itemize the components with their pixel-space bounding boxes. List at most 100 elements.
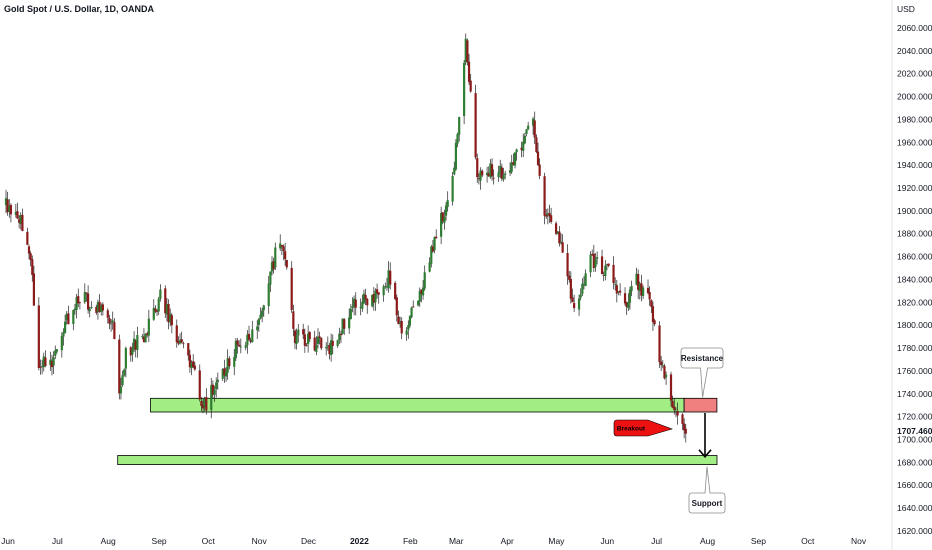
- time-tick-label: Mar: [449, 536, 464, 546]
- candle-body: [26, 231, 29, 245]
- candle-body: [612, 264, 615, 284]
- candle-body: [650, 300, 653, 307]
- candle-body: [27, 246, 31, 254]
- candle-body: [100, 305, 103, 312]
- candle-body: [49, 359, 52, 365]
- candle-body: [182, 343, 185, 345]
- candle-body: [623, 293, 627, 304]
- candle-body: [142, 336, 146, 343]
- time-axis[interactable]: Jun Jul Aug Sep Oct Nov Dec 2022 Feb Mar Apr May Jun…: [1, 536, 867, 546]
- candle-body: [246, 334, 249, 346]
- candle-body: [274, 247, 277, 268]
- candle-body: [486, 172, 489, 176]
- candle-body: [558, 231, 561, 244]
- candle-body: [642, 287, 645, 296]
- candlestick-series: [4, 33, 687, 443]
- candle-body: [111, 320, 114, 323]
- candle-body: [417, 300, 420, 306]
- price-tick-label: 1780.000: [897, 343, 932, 353]
- price-tick-label: 1680.000: [897, 457, 932, 467]
- candle-body: [467, 61, 471, 82]
- breakout-label: Breakout: [617, 426, 646, 433]
- candle-body: [177, 340, 180, 344]
- candle-body: [371, 294, 374, 307]
- candle-body: [561, 242, 564, 253]
- candle-body: [508, 170, 512, 173]
- candle-body: [73, 308, 77, 311]
- price-tick-label: 2060.000: [897, 23, 932, 33]
- candle-body: [653, 320, 656, 325]
- candle-body: [421, 287, 425, 296]
- candle-body: [244, 345, 247, 348]
- chart-title: Gold Spot / U.S. Dollar, 1D, OANDA: [4, 4, 155, 14]
- candle-body: [267, 283, 270, 307]
- candle-body: [29, 253, 32, 261]
- candle-body: [279, 243, 282, 249]
- candle-body: [500, 167, 503, 179]
- candle-body: [349, 308, 352, 320]
- candle-body: [226, 358, 229, 373]
- candle-body: [418, 291, 421, 302]
- candle-body: [221, 369, 224, 379]
- support-callout-box: [688, 466, 726, 514]
- candle-body: [223, 368, 226, 376]
- candle-body: [132, 338, 136, 350]
- candle-body: [579, 294, 582, 298]
- candle-body: [155, 310, 159, 312]
- candle-body: [428, 262, 431, 272]
- candle-body: [589, 254, 592, 273]
- candle-body: [440, 213, 443, 237]
- candle-body: [669, 374, 673, 401]
- candle-body: [131, 348, 134, 355]
- candle-body: [200, 401, 203, 406]
- candle-body: [410, 307, 413, 318]
- candle-body: [249, 340, 252, 343]
- candle-body: [318, 336, 321, 338]
- candle-body: [674, 411, 678, 412]
- candle-body: [31, 259, 34, 275]
- candle-body: [203, 398, 206, 408]
- time-tick-label: Aug: [101, 536, 116, 546]
- candle-body: [50, 361, 54, 368]
- candle-body: [385, 286, 389, 288]
- candle-body: [108, 318, 111, 324]
- candle-body: [188, 354, 191, 368]
- candle-body: [671, 400, 674, 408]
- price-axis[interactable]: 2060.000 2040.000 2020.000 2000.000 1980.000…: [897, 23, 932, 536]
- candle-body: [681, 414, 684, 424]
- candle-body: [637, 274, 640, 290]
- candle-body: [67, 313, 70, 325]
- candle-body: [175, 325, 178, 343]
- candle-body: [397, 316, 400, 324]
- candle-body: [469, 80, 472, 92]
- breakout-callout: Breakout: [613, 419, 673, 437]
- candle-body: [377, 292, 380, 295]
- candle-body: [228, 358, 231, 367]
- candle-body: [339, 333, 343, 336]
- candle-body: [257, 318, 260, 326]
- candle-body: [90, 306, 93, 309]
- candle-body: [443, 216, 446, 223]
- candle-body: [374, 290, 377, 303]
- price-tick-label: 1707.460: [897, 426, 932, 436]
- candle-body: [389, 270, 392, 285]
- resistance-zone: [683, 397, 718, 413]
- candle-body: [556, 231, 559, 234]
- candle-body: [121, 375, 124, 386]
- candle-body: [285, 260, 288, 268]
- candle-body: [569, 279, 572, 299]
- candle-body: [651, 306, 655, 322]
- candle-body: [157, 298, 160, 312]
- candle-body: [615, 285, 618, 294]
- candle-body: [382, 286, 385, 296]
- support-callout: Support: [688, 466, 726, 514]
- price-tick-label: 1960.000: [897, 137, 932, 147]
- price-tick-label: 1800.000: [897, 320, 932, 330]
- candle-body: [451, 176, 454, 202]
- candle-body: [284, 251, 287, 260]
- price-tick-label: 1700.000: [897, 435, 932, 445]
- candle-body: [293, 330, 297, 343]
- time-tick-label: Dec: [301, 536, 317, 546]
- price-tick-label: 1920.000: [897, 183, 932, 193]
